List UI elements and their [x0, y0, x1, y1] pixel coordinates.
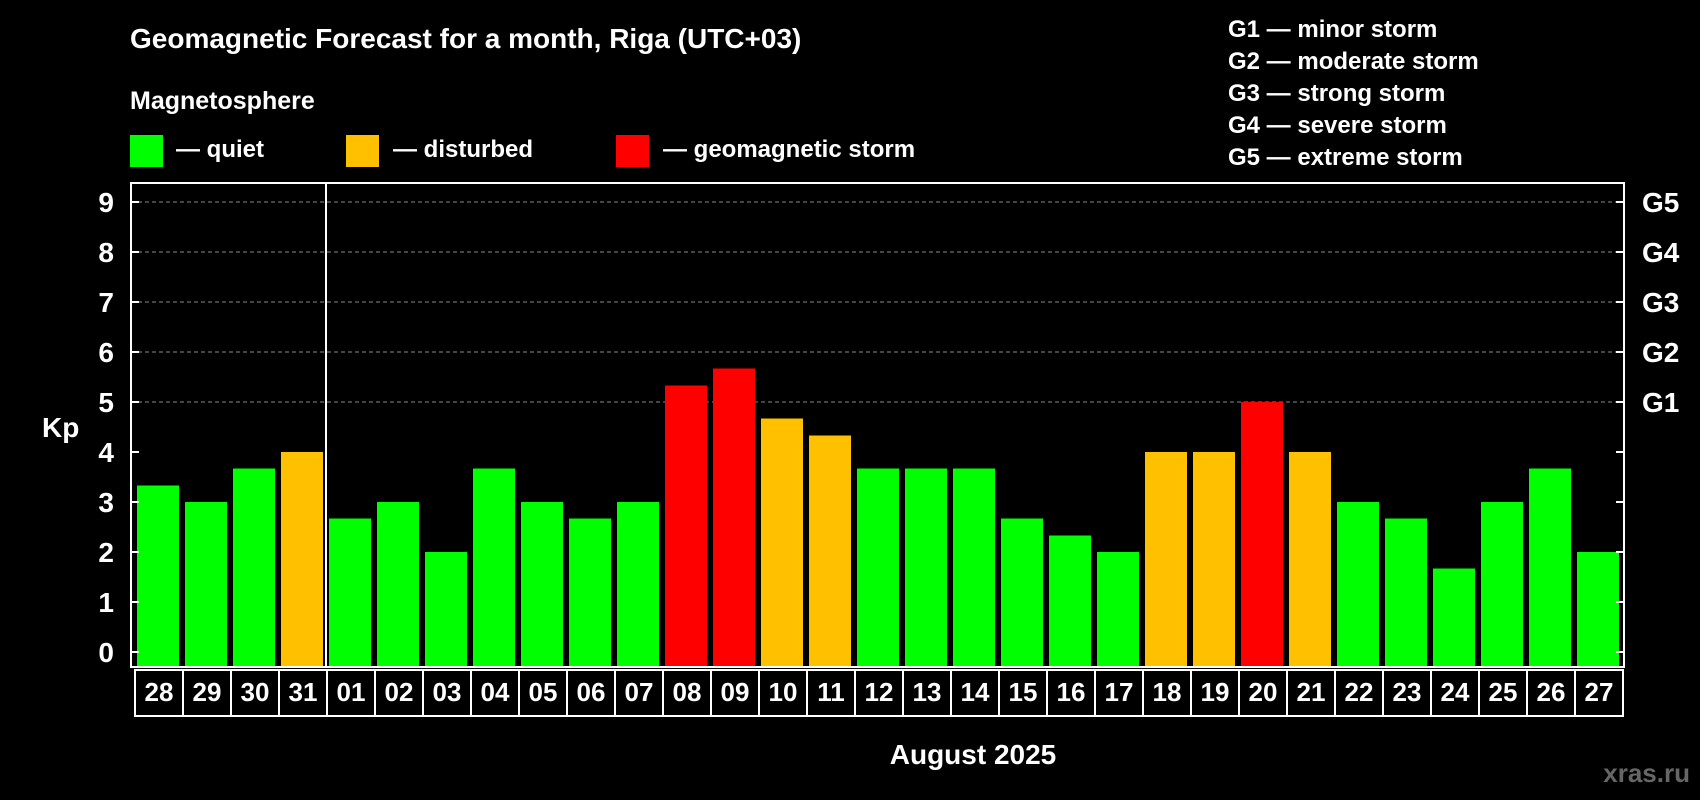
y-tick-label: 8	[98, 237, 114, 268]
bar-21	[1289, 452, 1331, 667]
storm-scale-g4: G4 — severe storm	[1228, 112, 1447, 139]
right-axis-label-g1: G1	[1642, 387, 1679, 418]
x-tick-label: 03	[433, 677, 462, 707]
bar-04	[473, 468, 515, 667]
x-tick-label: 01	[337, 677, 366, 707]
bar-18	[1145, 452, 1187, 667]
bar-15	[1001, 518, 1043, 667]
bar-26	[1529, 468, 1571, 667]
storm-scale-g2: G2 — moderate storm	[1228, 48, 1479, 75]
x-tick-label: 18	[1153, 677, 1182, 707]
x-tick-label: 26	[1537, 677, 1566, 707]
bar-13	[905, 468, 947, 667]
legend-label-storm: — geomagnetic storm	[663, 136, 915, 163]
bar-23	[1385, 518, 1427, 667]
x-tick-label: 09	[721, 677, 750, 707]
legend-swatch-quiet	[130, 135, 163, 167]
x-tick-label: 12	[865, 677, 894, 707]
y-tick-label: 0	[98, 637, 114, 668]
bar-12	[857, 468, 899, 667]
chart-title: Geomagnetic Forecast for a month, Riga (…	[130, 23, 801, 54]
x-tick-label: 31	[289, 677, 318, 707]
bar-09	[713, 368, 755, 667]
legend-heading: Magnetosphere	[130, 87, 315, 115]
bar-24	[1433, 568, 1475, 667]
x-tick-label: 17	[1105, 677, 1134, 707]
x-tick-label: 02	[385, 677, 414, 707]
x-tick-label: 10	[769, 677, 798, 707]
bar-16	[1049, 535, 1091, 667]
legend-label-disturbed: — disturbed	[393, 136, 533, 163]
legend-label-quiet: — quiet	[176, 136, 264, 163]
x-tick-label: 07	[625, 677, 654, 707]
y-tick-label: 1	[98, 587, 114, 618]
x-axis-label: August 2025	[890, 739, 1057, 770]
bar-03	[425, 552, 467, 667]
bar-20	[1241, 402, 1283, 667]
right-axis-label-g2: G2	[1642, 337, 1679, 368]
bar-28	[137, 485, 179, 667]
y-tick-label: 2	[98, 537, 114, 568]
bar-05	[521, 502, 563, 667]
y-tick-label: 7	[98, 287, 114, 318]
x-tick-label: 14	[961, 677, 990, 707]
bar-11	[809, 435, 851, 667]
y-tick-label: 3	[98, 487, 114, 518]
bar-02	[377, 502, 419, 667]
watermark: xras.ru	[1603, 758, 1690, 788]
x-tick-label: 04	[481, 677, 510, 707]
legend-swatch-storm	[616, 135, 649, 167]
bar-07	[617, 502, 659, 667]
x-tick-label: 22	[1345, 677, 1374, 707]
y-tick-label: 4	[98, 437, 114, 468]
storm-scale-g5: G5 — extreme storm	[1228, 144, 1463, 171]
plot-frame	[130, 182, 1625, 668]
x-tick-label: 15	[1009, 677, 1038, 707]
y-axis-label: Kp	[42, 412, 79, 443]
x-tick-label: 13	[913, 677, 942, 707]
x-tick-label: 29	[193, 677, 222, 707]
x-tick-label: 05	[529, 677, 558, 707]
x-tick-label: 23	[1393, 677, 1422, 707]
right-axis-label-g4: G4	[1642, 237, 1680, 268]
y-tick-label: 9	[98, 187, 114, 218]
x-tick-label: 21	[1297, 677, 1326, 707]
x-tick-label: 30	[241, 677, 270, 707]
x-tick-label: 25	[1489, 677, 1518, 707]
bar-31	[281, 452, 323, 667]
x-tick-label: 08	[673, 677, 702, 707]
bar-30	[233, 468, 275, 667]
bar-27	[1577, 552, 1619, 667]
bar-06	[569, 518, 611, 667]
x-tick-label: 19	[1201, 677, 1230, 707]
bar-22	[1337, 502, 1379, 667]
bar-01	[329, 518, 371, 667]
bar-29	[185, 502, 227, 667]
bar-17	[1097, 552, 1139, 667]
storm-scale-g1: G1 — minor storm	[1228, 16, 1437, 43]
right-axis-label-g5: G5	[1642, 187, 1679, 218]
x-tick-label: 11	[817, 677, 845, 707]
bar-19	[1193, 452, 1235, 667]
x-tick-label: 06	[577, 677, 606, 707]
x-tick-label: 16	[1057, 677, 1086, 707]
bar-14	[953, 468, 995, 667]
bar-10	[761, 418, 803, 667]
x-tick-label: 24	[1441, 677, 1470, 707]
y-tick-label: 5	[98, 387, 114, 418]
bar-08	[665, 385, 707, 667]
legend-swatch-disturbed	[346, 135, 379, 167]
x-tick-label: 28	[145, 677, 174, 707]
x-tick-label: 27	[1585, 677, 1614, 707]
date-row-frame	[134, 669, 1624, 717]
bar-25	[1481, 502, 1523, 667]
y-tick-label: 6	[98, 337, 114, 368]
storm-scale-g3: G3 — strong storm	[1228, 80, 1445, 107]
right-axis-label-g3: G3	[1642, 287, 1679, 318]
x-tick-label: 20	[1249, 677, 1278, 707]
